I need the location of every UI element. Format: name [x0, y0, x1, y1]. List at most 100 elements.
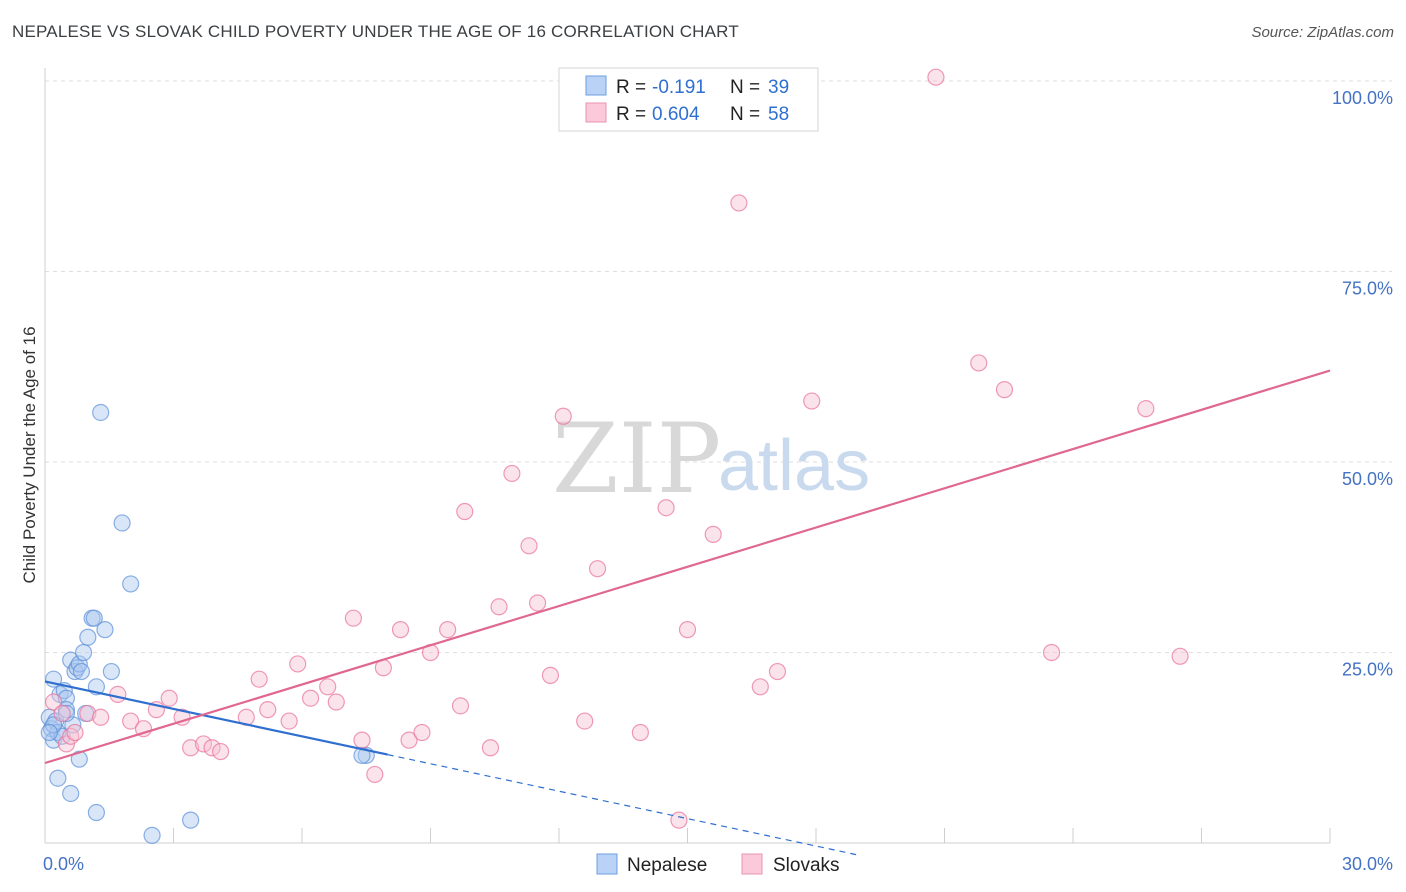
nepalese-point-23 [96, 621, 114, 639]
slovaks-point-31 [413, 723, 431, 742]
slovaks-point-4 [66, 723, 84, 742]
slovaks-point-13 [182, 739, 200, 757]
slovaks-point-23 [319, 678, 337, 696]
nepalese-point-24 [102, 662, 120, 681]
y-tick-label-0: 25.0% [1342, 660, 1393, 680]
slovaks-point-5 [79, 704, 97, 723]
nepalese-point-32 [182, 811, 200, 829]
slovaks-point-22 [301, 689, 320, 707]
slovaks-trend-line [44, 369, 1331, 765]
slovaks-point-49 [704, 525, 722, 543]
bottom-legend-swatch-slovaks [741, 853, 763, 875]
slovaks-point-42 [554, 407, 572, 425]
slovaks-point-24 [327, 693, 345, 711]
slovaks-point-41 [541, 666, 560, 684]
slovaks-point-8 [122, 712, 140, 730]
slovaks-point-38 [503, 464, 521, 483]
legend-r-label-1: R = [616, 77, 646, 98]
nepalese-point-21 [85, 609, 103, 627]
slovaks-point-54 [927, 68, 945, 86]
nepalese-point-27 [122, 575, 140, 593]
slovaks-point-26 [353, 731, 371, 749]
legend-n-label-1: N = [730, 77, 760, 98]
legend-n-value-2: 58 [768, 104, 789, 125]
watermark-zip: ZIP [552, 403, 721, 515]
slovaks-point-20 [280, 712, 298, 730]
slovaks-point-33 [439, 621, 457, 639]
y-tick-label-2: 75.0% [1342, 279, 1393, 299]
legend-swatch-slovaks [585, 102, 607, 123]
nepalese-point-31 [87, 803, 106, 822]
tick-labels: 25.0% 50.0% 75.0% 100.0% 0.0% 30.0% [43, 88, 1393, 874]
slovaks-point-6 [92, 708, 110, 726]
nepalese-point-38 [40, 723, 58, 742]
watermark-atlas: atlas [718, 426, 870, 506]
slovaks-point-21 [289, 655, 307, 673]
y-tick-label-3: 100.0% [1332, 88, 1393, 108]
slovaks-point-45 [631, 723, 649, 742]
y-axis-label: Child Poverty Under the Age of 16 [20, 326, 39, 583]
slovaks-point-16 [212, 742, 230, 761]
slovaks-point-39 [520, 537, 538, 555]
slovaks-point-0 [44, 693, 63, 711]
nepalese-point-19 [79, 628, 97, 646]
slovaks-point-57 [1137, 400, 1155, 418]
gridlines [45, 80, 1392, 653]
bottom-legend-label-slovaks: Slovaks [773, 855, 840, 876]
slovaks-point-19 [259, 701, 277, 719]
trend-lines [44, 369, 1331, 856]
slovaks-point-59 [1171, 647, 1189, 665]
slovaks-point-1 [53, 704, 71, 723]
slovaks-point-51 [751, 678, 769, 696]
source-credit: Source: ZipAtlas.com [1251, 24, 1394, 41]
series-legend: Nepalese Slovaks [596, 853, 840, 876]
slovaks-point-27 [366, 765, 384, 784]
nepalese-trend-extension [387, 754, 859, 856]
slovaks-point-14 [194, 735, 213, 753]
bottom-legend-label-nepalese: Nepalese [627, 855, 707, 876]
legend-swatch-nepalese [585, 75, 607, 96]
slovaks-point-44 [588, 560, 607, 578]
bottom-legend-swatch-nepalese [596, 853, 618, 875]
nepalese-point-37 [57, 704, 76, 723]
stats-legend: R = -0.191 N = 39 R = 0.604 N = 58 [558, 67, 819, 132]
legend-r-value-2: 0.604 [652, 104, 700, 125]
axes [44, 68, 1331, 844]
nepalese-point-29 [62, 784, 80, 803]
slovaks-point-30 [400, 731, 418, 749]
chart-title: NEPALESE VS SLOVAK CHILD POVERTY UNDER T… [12, 22, 739, 41]
nepalese-point-17 [74, 643, 93, 662]
slovaks-point-46 [657, 499, 675, 517]
y-tick-label-1: 50.0% [1342, 469, 1393, 489]
legend-n-label-2: N = [730, 104, 760, 125]
slovaks-point-25 [344, 609, 362, 627]
nepalese-trend-line [44, 680, 388, 756]
legend-r-label-2: R = [616, 104, 646, 125]
slovaks-point-58 [1042, 643, 1061, 662]
slovaks-point-18 [250, 670, 268, 688]
slovaks-point-37 [490, 598, 508, 616]
slovaks-point-40 [528, 594, 547, 612]
slovaks-point-53 [803, 392, 821, 410]
slovaks-point-48 [678, 621, 697, 639]
legend-r-value-1: -0.191 [652, 77, 706, 98]
nepalese-point-25 [92, 403, 110, 422]
slovaks-point-47 [670, 811, 688, 829]
slovaks-point-15 [203, 739, 221, 757]
slovaks-point-52 [768, 662, 787, 681]
slovaks-point-11 [160, 689, 178, 707]
slovaks-point-55 [970, 354, 988, 372]
legend-n-value-1: 39 [768, 77, 789, 98]
slovaks-point-50 [730, 194, 748, 212]
x-tick-label-1: 30.0% [1342, 854, 1393, 874]
nepalese-point-28 [49, 769, 67, 787]
nepalese-point-30 [70, 750, 88, 768]
nepalese-point-26 [113, 514, 131, 532]
slovaks-point-43 [576, 712, 594, 730]
x-tick-label-0: 0.0% [43, 854, 84, 874]
slovaks-point-29 [391, 621, 410, 639]
nepalese-point-35 [353, 746, 371, 764]
nepalese-point-16 [72, 662, 91, 681]
slovaks-point-36 [481, 739, 500, 757]
